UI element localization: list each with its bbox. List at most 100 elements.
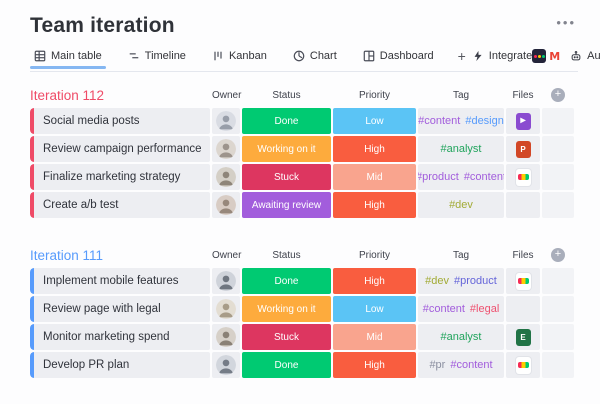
status-cell[interactable]: Done [242,352,331,378]
status-label: Stuck [273,331,299,343]
task-name: Implement mobile features [43,275,179,287]
tag-cell[interactable]: #product #content [418,164,504,190]
table-row: Social media posts Done Low #content #de… [30,108,578,134]
priority-cell[interactable]: High [333,136,416,162]
tab-dashboard[interactable]: Dashboard [359,50,438,68]
priority-cell[interactable]: Low [333,108,416,134]
tag[interactable]: #content [463,171,504,183]
files-cell[interactable] [506,164,540,190]
task-name: Social media posts [43,115,140,127]
owner-cell[interactable] [212,324,240,350]
files-cell[interactable] [506,268,540,294]
integrate-label: Integrate [488,50,533,62]
column-header-owner: Owner [212,250,242,261]
table-row: Create a/b test Awaiting review High #de… [30,192,578,218]
status-label: Done [274,115,299,127]
priority-cell[interactable]: High [333,192,416,218]
task-name-cell[interactable]: Create a/b test [30,192,210,218]
files-cell[interactable] [506,108,540,134]
group-color-bar [30,192,34,218]
status-cell[interactable]: Done [242,268,331,294]
file-icon [515,112,531,130]
owner-cell[interactable] [212,192,240,218]
priority-label: High [364,275,385,287]
task-name-cell[interactable]: Review page with legal [30,296,210,322]
task-name-cell[interactable]: Finalize marketing strategy [30,164,210,190]
tag[interactable]: #dev [425,275,450,287]
tab-timeline[interactable]: Timeline [124,50,190,68]
tab-label: Chart [309,50,337,62]
status-cell[interactable]: Stuck [242,324,331,350]
group-iteration-112: Iteration 112 Owner Status Priority Tag … [30,88,578,218]
table-row: Finalize marketing strategy Stuck Mid #p… [30,164,578,190]
task-name-cell[interactable]: Monitor marketing spend [30,324,210,350]
integrate-button[interactable]: Integrate [472,50,532,68]
priority-cell[interactable]: High [333,268,416,294]
add-view-button[interactable]: + [457,48,466,64]
priority-cell[interactable]: Mid [333,324,416,350]
files-cell[interactable] [506,192,540,218]
owner-cell[interactable] [212,108,240,134]
task-name-cell[interactable]: Review campaign performance [30,136,210,162]
owner-cell[interactable] [212,268,240,294]
task-name-cell[interactable]: Implement mobile features [30,268,210,294]
owner-cell[interactable] [212,164,240,190]
group-title[interactable]: Iteration 112 [30,88,105,103]
tag-cell[interactable]: #content #legal [418,296,504,322]
status-cell[interactable]: Working on it [242,296,331,322]
tag-cell[interactable]: #pr #content [418,352,504,378]
table-row: Review campaign performance Working on i… [30,136,578,162]
tag[interactable]: #content [450,359,493,371]
tag[interactable]: #dev [449,199,473,211]
owner-cell[interactable] [212,136,240,162]
tag-cell[interactable]: #analyst [418,136,504,162]
status-cell[interactable]: Awaiting review [242,192,331,218]
owner-cell[interactable] [212,352,240,378]
task-name-cell[interactable]: Develop PR plan [30,352,210,378]
files-cell[interactable]: E [506,324,540,350]
status-cell[interactable]: Stuck [242,164,331,190]
table-row: Monitor marketing spend Stuck Mid #analy… [30,324,578,350]
tag[interactable]: #design [465,115,504,127]
add-column-button[interactable]: + [542,248,574,263]
owner-cell[interactable] [212,296,240,322]
tag[interactable]: #legal [469,303,500,315]
priority-cell[interactable]: Mid [333,164,416,190]
empty-cell [542,268,574,294]
status-cell[interactable]: Working on it [242,136,331,162]
tag-cell[interactable]: #content #design [418,108,504,134]
add-column-button[interactable]: + [542,88,574,103]
page-title: Team iteration [30,14,175,37]
tag[interactable]: #analyst [440,331,482,343]
task-name: Review page with legal [43,303,161,315]
tab-kanban[interactable]: Kanban [208,50,271,68]
status-label: Working on it [257,303,316,315]
tag[interactable]: #product [418,171,459,183]
tag-cell[interactable]: #dev [418,192,504,218]
files-cell[interactable]: P [506,136,540,162]
files-cell[interactable] [506,296,540,322]
tag[interactable]: #product [454,275,497,287]
tab-bar: Main table Timeline Kanban Chart Dashboa… [30,47,600,72]
tag[interactable]: #analyst [440,143,482,155]
status-cell[interactable]: Done [242,108,331,134]
files-cell[interactable] [506,352,540,378]
task-name-cell[interactable]: Social media posts [30,108,210,134]
priority-cell[interactable]: Low [333,296,416,322]
tag[interactable]: #content [422,303,465,315]
empty-cell [542,296,574,322]
tab-main-table[interactable]: Main table [30,50,106,69]
file-icon [515,356,531,374]
tag[interactable]: #pr [429,359,446,371]
group-title[interactable]: Iteration 111 [30,248,104,263]
tag-cell[interactable]: #dev #product [418,268,504,294]
automate-button[interactable]: Automate / 2 [570,50,600,68]
priority-label: High [364,359,385,371]
tag-cell[interactable]: #analyst [418,324,504,350]
integration-app-icons: M [532,49,560,69]
more-options-button[interactable]: ••• [556,15,576,30]
tab-chart[interactable]: Chart [289,50,341,68]
priority-cell[interactable]: High [333,352,416,378]
tag[interactable]: #content [418,115,461,127]
